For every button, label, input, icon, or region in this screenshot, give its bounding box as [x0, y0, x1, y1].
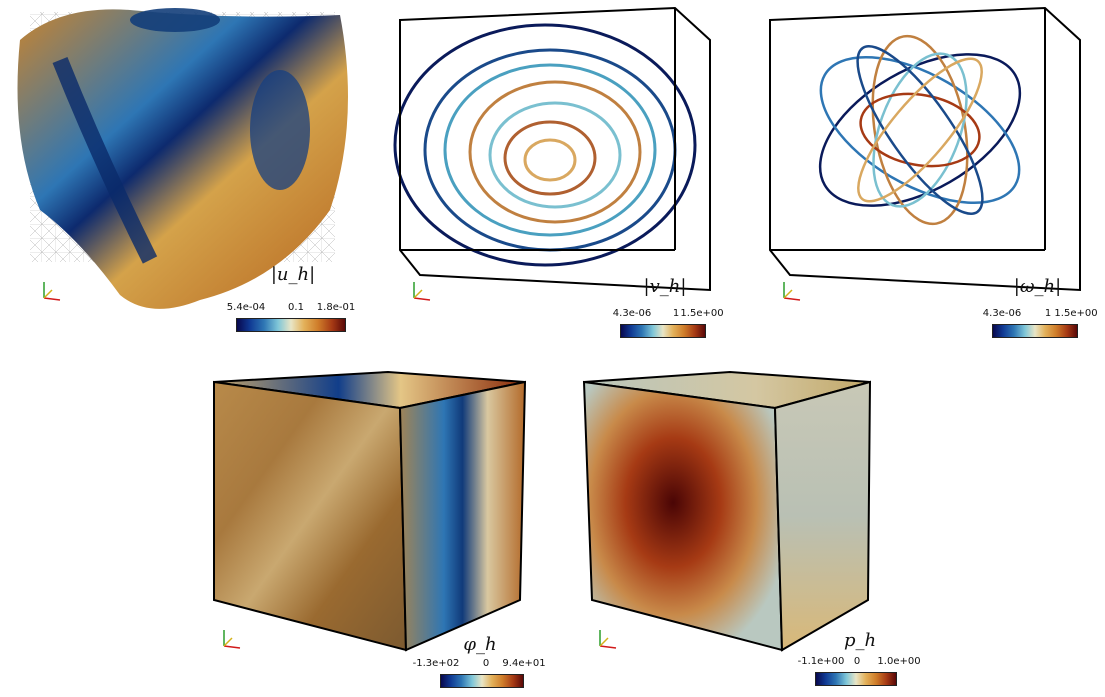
tick-min: -1.3e+02	[412, 658, 460, 669]
colorbar-gradient	[236, 318, 346, 332]
axis-triad-icon	[599, 630, 617, 649]
vorticity-streamlines-plot	[769, 6, 1081, 292]
deformed-mesh-plot	[17, 8, 348, 309]
panel-pressure: p_h -1.1e+00 0 1.0e+00	[570, 360, 930, 697]
tick-min: 5.4e-04	[226, 302, 266, 313]
panel-vorticity: |ω_h| 4.3e-06 1 1.5e+00	[740, 0, 1105, 340]
colorbar-title: |ω_h|	[1013, 276, 1062, 297]
axis-triad-icon	[223, 630, 241, 649]
axis-triad-icon	[783, 282, 801, 301]
tick-min: -1.1e+00	[797, 656, 845, 667]
colorbar-phi: φ_h -1.3e+02 0 9.4e+01	[410, 634, 550, 697]
colorbar-gradient	[440, 674, 524, 688]
colorbar-gradient	[620, 324, 706, 338]
tick-max: 1.5e+00	[680, 308, 724, 319]
tick-mid: 0	[482, 658, 490, 669]
colorbar-title: |v_h|	[643, 276, 687, 297]
axis-triad-icon	[43, 282, 61, 301]
colorbar-v: |v_h| 4.3e-06 1 1.5e+00	[610, 276, 724, 340]
tick-mid: 1	[672, 308, 680, 319]
axis-triad-icon	[413, 282, 431, 301]
colorbar-title: p_h	[843, 630, 877, 651]
tick-max: 1.8e-01	[316, 302, 356, 313]
panel-displacement: |u_h| 5.4e-04 0.1 1.8e-01	[0, 0, 370, 340]
colorbar-w: |ω_h| 4.3e-06 1 1.5e+00	[980, 276, 1098, 340]
panel-velocity: |v_h| 4.3e-06 1 1.5e+00	[370, 0, 740, 340]
colorbar-title: φ_h	[463, 634, 497, 655]
colorbar-gradient	[815, 672, 897, 686]
velocity-streamlines-plot	[393, 6, 711, 292]
tick-mid: 0.1	[288, 302, 304, 313]
tick-max: 1.0e+00	[877, 656, 921, 667]
colorbar-gradient	[992, 324, 1078, 338]
tick-mid: 0	[853, 656, 861, 667]
tick-mid: 1	[1044, 308, 1052, 319]
pressure-cube-plot	[582, 370, 872, 652]
colorbar-title: |u_h|	[270, 264, 316, 285]
tick-min: 4.3e-06	[982, 308, 1022, 319]
phi-cube-plot	[213, 370, 527, 652]
tick-max: 9.4e+01	[502, 658, 546, 669]
panel-phi: φ_h -1.3e+02 0 9.4e+01	[200, 360, 550, 697]
colorbar-u: |u_h| 5.4e-04 0.1 1.8e-01	[226, 264, 358, 334]
tick-min: 4.3e-06	[612, 308, 652, 319]
tick-max: 1.5e+00	[1054, 308, 1098, 319]
colorbar-p: p_h -1.1e+00 0 1.0e+00	[795, 630, 925, 697]
